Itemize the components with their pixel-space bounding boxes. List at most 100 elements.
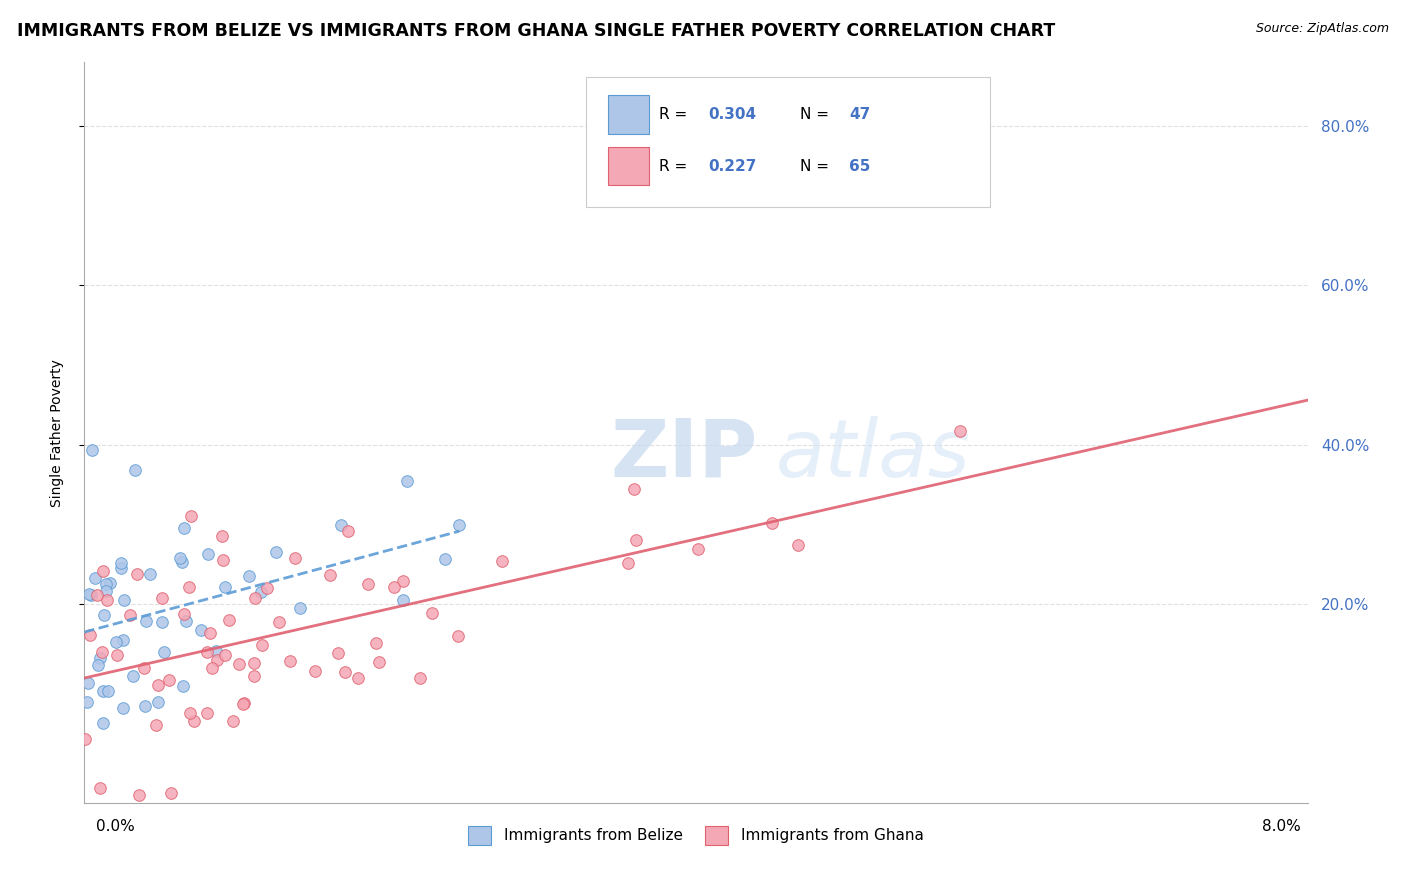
Point	[94, 584, 117, 599]
Point	[278, 654, 301, 668]
Point	[172, 680, 194, 694]
Point	[624, 533, 647, 547]
Point	[150, 591, 173, 606]
Point	[112, 593, 135, 607]
Text: Source: ZipAtlas.com: Source: ZipAtlas.com	[1256, 22, 1389, 36]
Point	[94, 576, 117, 591]
Point	[177, 580, 200, 594]
Point	[73, 731, 96, 746]
Point	[153, 644, 176, 658]
Point	[211, 553, 233, 567]
Point	[326, 647, 349, 661]
Point	[205, 652, 228, 666]
Point	[138, 567, 160, 582]
Point	[228, 657, 250, 671]
Point	[368, 655, 391, 669]
Text: R =: R =	[659, 107, 692, 122]
Point	[84, 571, 107, 585]
Legend: Immigrants from Belize, Immigrants from Ghana: Immigrants from Belize, Immigrants from …	[463, 820, 929, 851]
Point	[110, 561, 132, 575]
Point	[214, 580, 236, 594]
Point	[89, 780, 111, 795]
Point	[787, 538, 810, 552]
Point	[364, 636, 387, 650]
Text: 8.0%: 8.0%	[1261, 820, 1301, 834]
Point	[205, 644, 228, 658]
Point	[170, 556, 193, 570]
Point	[110, 556, 132, 570]
Point	[180, 508, 202, 523]
Point	[616, 556, 638, 570]
Point	[86, 588, 108, 602]
Text: R =: R =	[659, 159, 697, 174]
Point	[264, 545, 287, 559]
Point	[91, 564, 114, 578]
Point	[195, 645, 218, 659]
Text: 0.227: 0.227	[709, 159, 756, 174]
Point	[134, 660, 156, 674]
Point	[214, 648, 236, 663]
Point	[256, 581, 278, 595]
Point	[391, 574, 413, 589]
Point	[118, 607, 141, 622]
Point	[91, 683, 114, 698]
Point	[761, 516, 783, 531]
Point	[105, 635, 128, 649]
Text: atlas: atlas	[776, 416, 970, 494]
Point	[218, 613, 240, 627]
Point	[200, 625, 222, 640]
Point	[449, 517, 471, 532]
FancyBboxPatch shape	[586, 78, 990, 207]
Point	[90, 645, 112, 659]
Text: N =: N =	[800, 107, 834, 122]
Point	[447, 628, 470, 642]
Point	[145, 718, 167, 732]
Point	[195, 706, 218, 720]
Text: 47: 47	[849, 107, 870, 122]
Point	[159, 786, 181, 800]
Point	[284, 550, 307, 565]
Point	[183, 714, 205, 729]
Point	[89, 651, 111, 665]
Point	[197, 547, 219, 561]
Point	[211, 529, 233, 543]
Point	[97, 683, 120, 698]
Point	[346, 672, 368, 686]
Point	[250, 638, 273, 652]
Point	[391, 592, 413, 607]
Point	[80, 588, 103, 602]
FancyBboxPatch shape	[607, 147, 650, 186]
Point	[269, 615, 291, 630]
Point	[434, 551, 457, 566]
Point	[112, 700, 135, 714]
Point	[491, 554, 513, 568]
Point	[243, 669, 266, 683]
Point	[112, 633, 135, 648]
Point	[232, 698, 254, 712]
Point	[91, 715, 114, 730]
Point	[173, 607, 195, 622]
Point	[409, 671, 432, 685]
Point	[238, 569, 260, 583]
Point	[179, 706, 201, 720]
Point	[128, 788, 150, 802]
Point	[319, 568, 342, 582]
Point	[623, 482, 645, 496]
Text: ZIP: ZIP	[610, 416, 758, 494]
Point	[105, 648, 128, 662]
Point	[420, 606, 443, 620]
Text: 0.304: 0.304	[709, 107, 756, 122]
Text: IMMIGRANTS FROM BELIZE VS IMMIGRANTS FROM GHANA SINGLE FATHER POVERTY CORRELATIO: IMMIGRANTS FROM BELIZE VS IMMIGRANTS FRO…	[17, 22, 1054, 40]
Point	[157, 673, 180, 687]
Text: 65: 65	[849, 159, 870, 174]
Point	[87, 658, 110, 673]
Point	[76, 695, 98, 709]
Point	[250, 585, 273, 599]
Point	[688, 542, 710, 557]
Point	[395, 474, 418, 488]
Point	[134, 699, 156, 714]
Point	[190, 623, 212, 637]
Point	[169, 550, 191, 565]
Point	[124, 463, 146, 477]
Point	[125, 566, 148, 581]
